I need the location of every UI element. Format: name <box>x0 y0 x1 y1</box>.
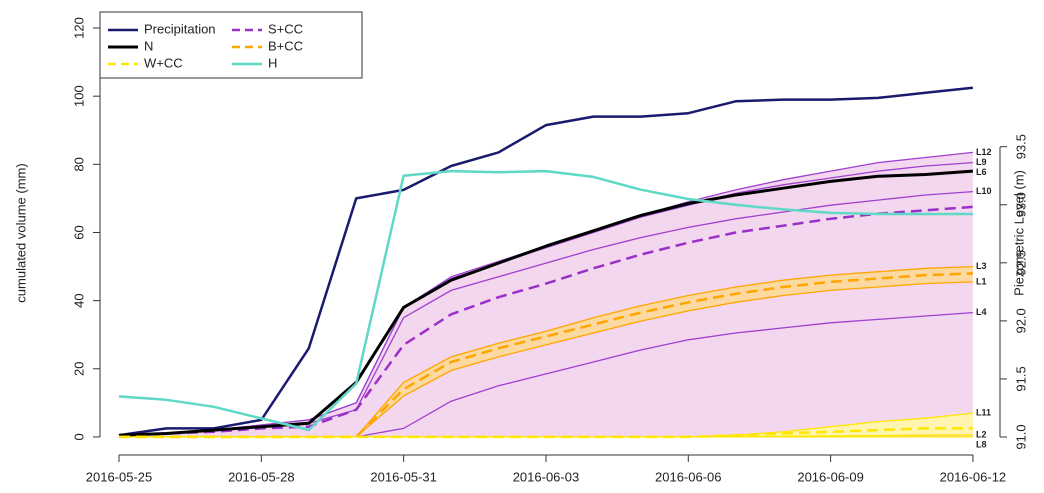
x-tick-label: 2016-05-25 <box>86 469 153 484</box>
y-tick-label: 0 <box>71 433 86 440</box>
legend-label: Precipitation <box>144 21 216 36</box>
y2-axis-label: Piezometric Level (m) <box>1011 170 1026 296</box>
x-tick-label: 2016-06-09 <box>797 469 864 484</box>
x-tick-label: 2016-06-03 <box>513 469 580 484</box>
end-label: L9 <box>976 157 987 167</box>
series-line <box>118 169 974 437</box>
y2-tick-label: 92.5 <box>1013 250 1028 275</box>
y-tick-label: 40 <box>71 293 86 307</box>
series-line <box>118 86 974 437</box>
y-axis-label: cumulated volume (mm) <box>13 163 28 302</box>
x-tick-label: 2016-05-31 <box>370 469 437 484</box>
scenario-line <box>118 161 973 436</box>
end-label: L2 <box>976 429 987 439</box>
band <box>119 266 973 437</box>
legend-label: W+CC <box>144 55 183 70</box>
series-line <box>118 205 973 437</box>
end-label: L8 <box>976 439 987 449</box>
end-label: L3 <box>976 261 987 271</box>
end-label: L12 <box>976 147 992 157</box>
x-tick-label: 2016-06-12 <box>940 469 1007 484</box>
end-label: L1 <box>976 276 987 286</box>
legend-label: N <box>144 38 153 53</box>
y-tick-label: 100 <box>71 85 86 107</box>
band <box>119 152 973 437</box>
y2-tick-label: 92.0 <box>1013 308 1028 333</box>
band <box>119 413 973 437</box>
legend-label: H <box>268 55 277 70</box>
end-label: L4 <box>976 307 987 317</box>
legend-label: B+CC <box>268 38 303 53</box>
lines <box>118 86 974 439</box>
bands <box>119 152 973 437</box>
y-tick-label: 20 <box>71 362 86 376</box>
legend-box <box>99 11 363 79</box>
y-tick-label: 80 <box>71 157 86 171</box>
y-tick-label: 120 <box>71 17 86 39</box>
end-label: L11 <box>976 407 991 417</box>
end-label: L6 <box>976 167 987 177</box>
legend-label: S+CC <box>268 21 303 36</box>
y2-tick-label: 91.0 <box>1013 424 1028 449</box>
series-line <box>119 427 973 439</box>
end-label: L10 <box>976 186 992 196</box>
y2-tick-label: 91.5 <box>1013 366 1028 391</box>
x-tick-label: 2016-05-28 <box>228 469 295 484</box>
series-line <box>118 169 973 432</box>
y2-tick-label: 93.0 <box>1013 192 1028 217</box>
y2-tick-label: 93.5 <box>1013 134 1028 159</box>
x-tick-label: 2016-06-06 <box>655 469 722 484</box>
y-tick-label: 60 <box>71 225 86 239</box>
